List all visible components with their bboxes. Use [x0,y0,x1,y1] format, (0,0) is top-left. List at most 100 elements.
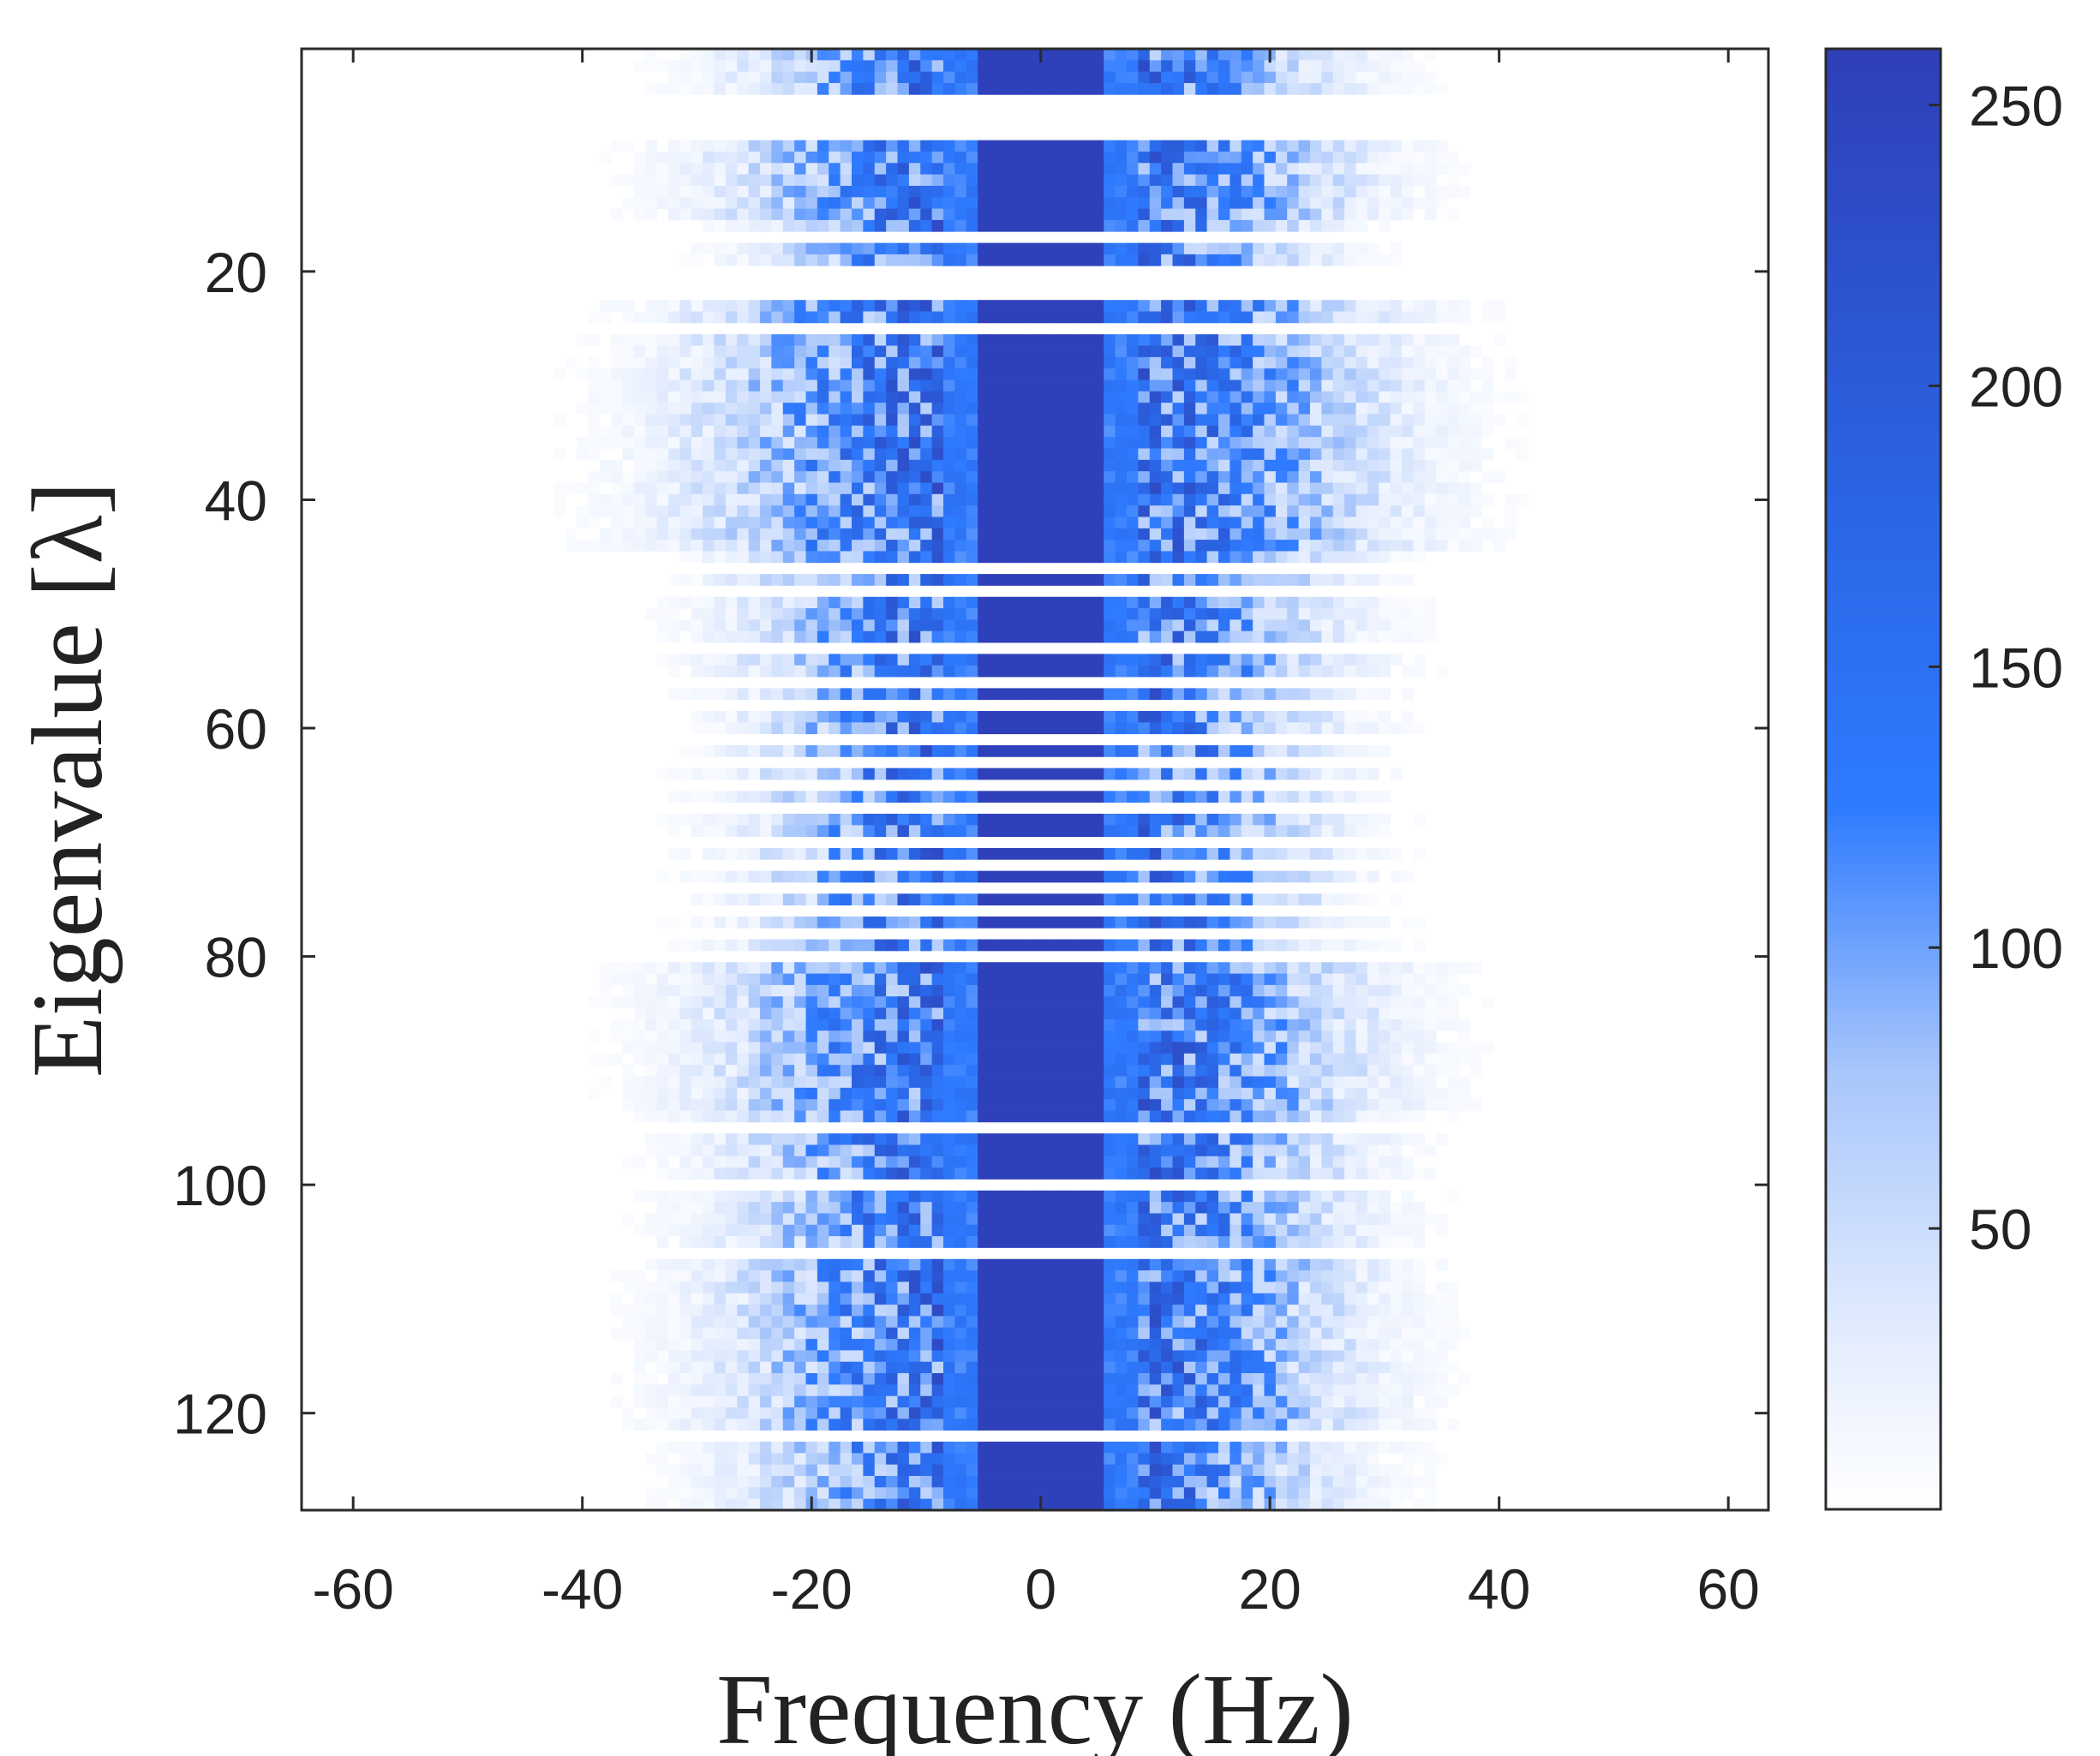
heatmap-cell [1069,448,1081,461]
heatmap-cell [1092,996,1104,1008]
heatmap-cell [908,962,921,974]
heatmap-cell [1402,1099,1414,1111]
heatmap-cell [794,654,806,666]
heatmap-cell [1436,973,1448,986]
heatmap-cell [1264,1042,1277,1054]
heatmap-cell [1275,574,1288,586]
heatmap-cell [771,551,784,564]
heatmap-cell [943,1065,955,1077]
heatmap-cell [1321,437,1334,449]
heatmap-cell [931,505,944,517]
heatmap-cell [897,163,910,176]
heatmap-cell [1092,448,1104,461]
heatmap-cell [1264,893,1277,906]
heatmap-cell [989,49,1002,61]
heatmap-cell [577,403,589,415]
heatmap-cell [1127,745,1139,757]
heatmap-cell [1161,493,1173,506]
heatmap-cell [1104,745,1116,757]
heatmap-cell [1298,665,1311,678]
heatmap-cell [863,825,876,838]
heatmap-cell [1332,425,1345,438]
heatmap-cell [954,300,967,312]
heatmap-cell [1458,345,1471,358]
heatmap-cell [931,791,944,803]
heatmap-cell [1321,665,1334,678]
heatmap-cell [703,379,715,392]
heatmap-cell [1000,596,1013,609]
heatmap-cell [1127,596,1139,609]
heatmap-cell [1218,219,1230,232]
heatmap-cell [852,847,864,860]
heatmap-cell [691,163,703,176]
heatmap-cell [1000,654,1013,666]
heatmap-cell [1367,847,1379,860]
heatmap-cell [1424,471,1437,483]
heatmap-cell [656,962,669,974]
heatmap-cell [886,300,898,312]
heatmap-cell [599,493,612,506]
heatmap-cell [668,1065,680,1077]
heatmap-cell [691,1007,703,1020]
heatmap-cell [1104,939,1116,952]
heatmap-cell [874,574,887,586]
heatmap-cell [1023,185,1036,198]
heatmap-cell [760,60,772,73]
heatmap-cell [1127,962,1139,974]
heatmap-cell [840,471,853,483]
heatmap-cell [829,140,841,152]
heatmap-cell [805,596,818,609]
heatmap-cell [1344,197,1356,209]
heatmap-cell [897,1053,910,1066]
heatmap-cell [1402,630,1414,643]
heatmap-cell [954,893,967,906]
heatmap-cell [1367,482,1379,495]
heatmap-cell [1367,379,1379,392]
heatmap-cell [1183,356,1196,369]
heatmap-cell [1390,630,1403,643]
heatmap-cell [737,768,750,780]
heatmap-cell [1321,847,1334,860]
heatmap-cell [668,540,680,552]
heatmap-cell [1092,540,1104,552]
heatmap-cell [1012,482,1025,495]
heatmap-cell [1012,517,1025,529]
heatmap-cell [1355,574,1368,586]
heatmap-cell [1413,197,1426,209]
heatmap-cell [908,71,921,84]
heatmap-cell [668,1076,680,1089]
heatmap-cell [931,379,944,392]
heatmap-cell [1264,1087,1277,1100]
heatmap-cell [794,813,806,826]
heatmap-cell [1413,356,1426,369]
heatmap-cell [1298,471,1311,483]
heatmap-cell [760,1018,772,1031]
heatmap-cell [1379,973,1391,986]
heatmap-cell [1080,984,1093,997]
heatmap-cell [1218,916,1230,929]
heatmap-cell [1229,791,1242,803]
heatmap-cell [611,208,623,221]
heatmap-cell [1023,163,1036,176]
heatmap-cell [908,414,921,427]
heatmap-cell [805,608,818,620]
heatmap-cell [954,654,967,666]
heatmap-cell [691,197,703,209]
heatmap-cell [737,71,750,84]
heatmap-cell [954,219,967,232]
heatmap-cell [1057,1076,1070,1089]
heatmap-cell [1195,300,1208,312]
heatmap-cell [1069,71,1081,84]
heatmap-cell [1161,345,1173,358]
heatmap-cell [782,334,795,346]
heatmap-cell [1298,654,1311,666]
heatmap-cell [1390,49,1403,61]
heatmap-cell [794,630,806,643]
heatmap-cell [1206,973,1219,986]
heatmap-cell [1229,1042,1242,1054]
heatmap-cell [1402,140,1414,152]
heatmap-cell [1069,311,1081,324]
heatmap-cell [1104,596,1116,609]
heatmap-cell [897,962,910,974]
heatmap-cell [1127,459,1139,472]
